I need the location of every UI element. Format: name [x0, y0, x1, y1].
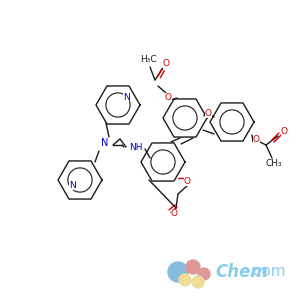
Circle shape: [192, 276, 204, 288]
Text: O: O: [253, 136, 260, 145]
Text: NH: NH: [129, 142, 143, 152]
Text: H₃C: H₃C: [140, 56, 156, 64]
Text: .com: .com: [248, 265, 286, 280]
Text: O: O: [164, 92, 172, 101]
Text: O: O: [163, 59, 170, 68]
Circle shape: [198, 268, 210, 280]
Circle shape: [186, 260, 200, 274]
Text: O: O: [205, 109, 212, 118]
Text: O: O: [170, 208, 178, 217]
Text: O: O: [280, 128, 287, 136]
Circle shape: [179, 274, 191, 286]
Text: O: O: [184, 176, 190, 185]
Text: N: N: [123, 92, 129, 101]
Text: CH₃: CH₃: [266, 160, 282, 169]
Circle shape: [168, 262, 188, 282]
Text: Chem: Chem: [215, 263, 268, 281]
Text: N: N: [69, 181, 75, 190]
Text: N: N: [101, 138, 109, 148]
